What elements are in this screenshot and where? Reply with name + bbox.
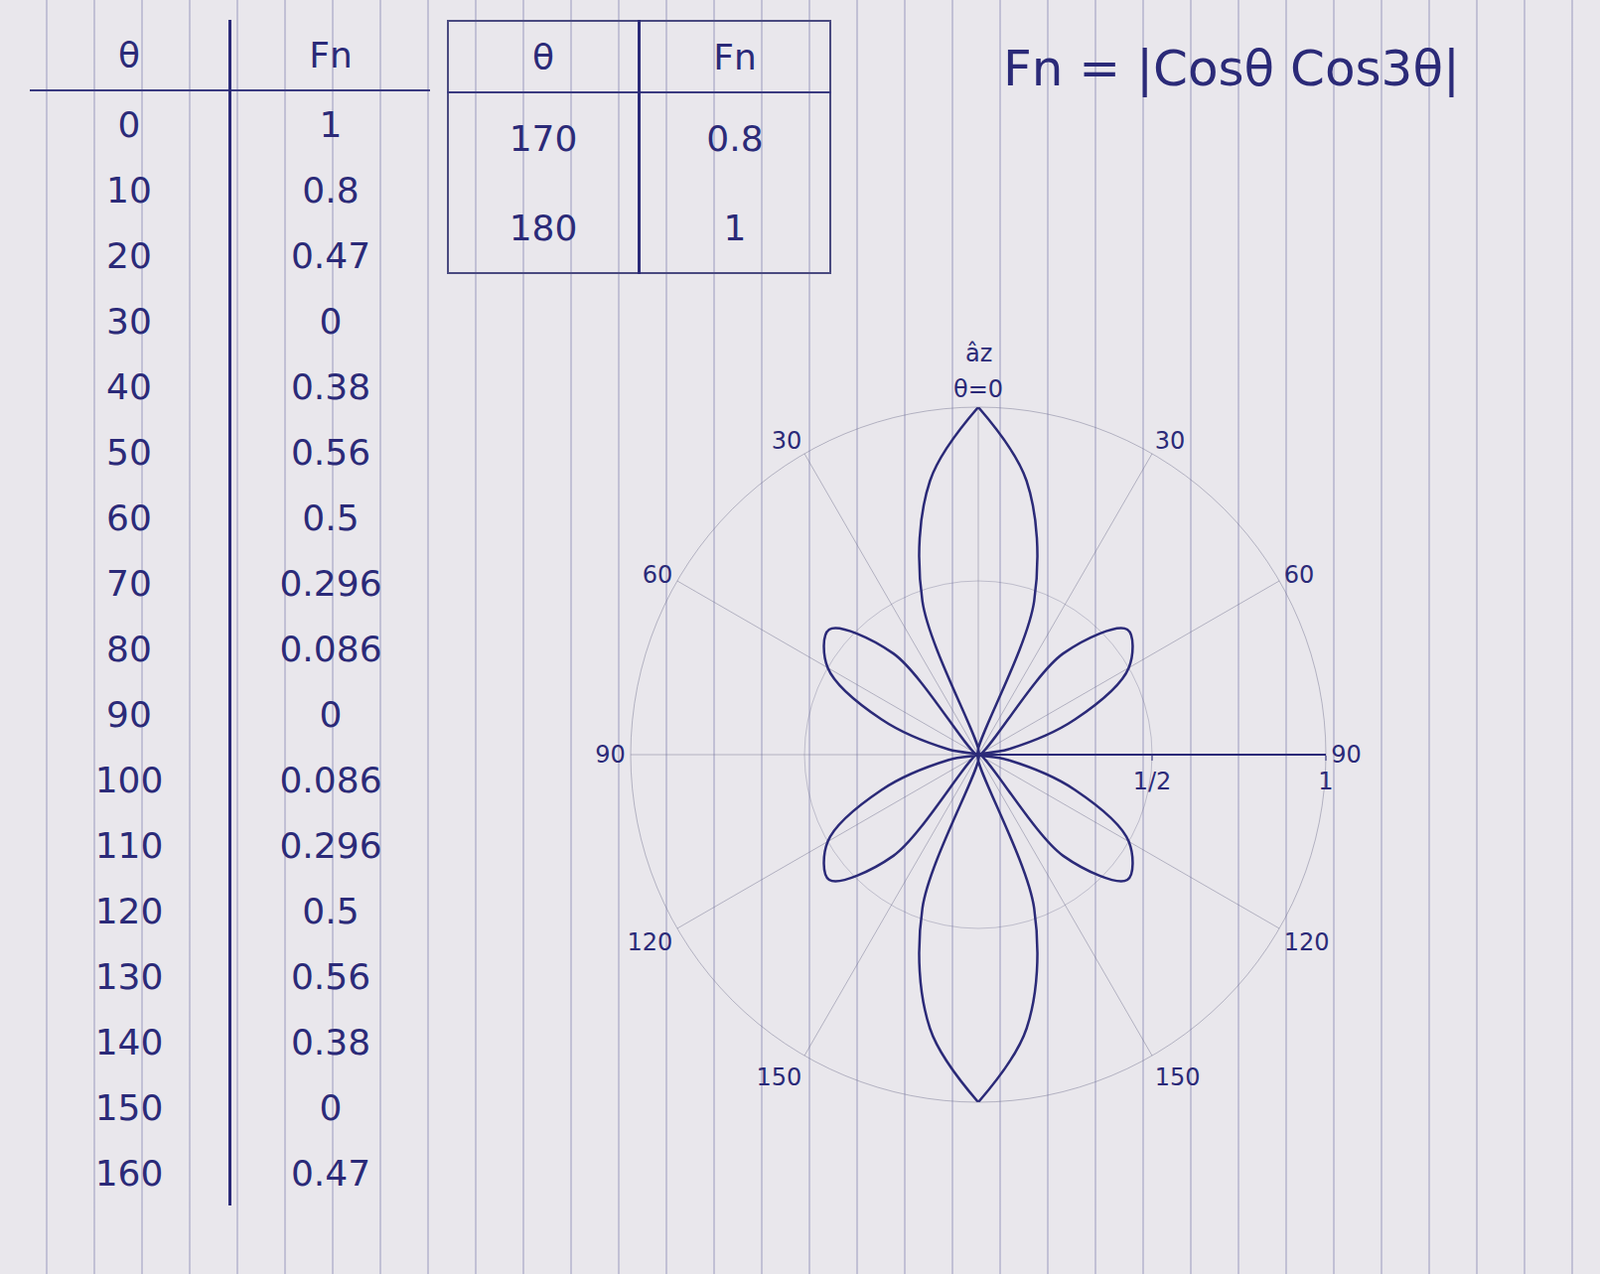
html-text:0.56: 0.56 [290,955,371,997]
html-text:50: 50 [106,431,152,473]
html-text:0.47: 0.47 [290,234,371,276]
html-text:θ: θ [532,36,555,77]
html-text:30: 30 [106,300,152,342]
svg-text:âz: âz [965,339,993,368]
html-text:1: 1 [319,103,343,145]
html-text:0.296: 0.296 [279,562,382,604]
html-text:40: 40 [106,365,152,407]
html-text:130: 130 [94,955,164,997]
html-text:80: 80 [106,628,152,669]
html-text:140: 140 [94,1021,164,1063]
svg-text:60: 60 [642,561,674,589]
html-text:0.38: 0.38 [290,365,371,407]
html-text:160: 160 [94,1152,164,1194]
html-text:0.8: 0.8 [302,169,360,211]
html-text:0.38: 0.38 [290,1021,371,1063]
svg-text:150: 150 [756,1063,803,1092]
html-text:150: 150 [94,1087,164,1128]
html-text:0.8: 0.8 [706,117,764,159]
svg-text:120: 120 [1284,928,1330,957]
html-text:Fn = |Cosθ Cos3θ|: Fn = |Cosθ Cos3θ| [1003,39,1460,98]
svg-text:60: 60 [1284,561,1315,589]
svg-text:120: 120 [626,928,673,957]
html-text:Fn: Fn [309,34,353,75]
html-text:θ: θ [118,34,141,75]
html-text:170: 170 [509,117,578,159]
html-text:70: 70 [106,562,152,604]
html-text:0: 0 [319,693,343,735]
html-text:60: 60 [106,497,152,538]
html-text:0.5: 0.5 [302,890,360,932]
svg-text:1: 1 [1317,767,1333,796]
html-text:110: 110 [94,824,164,866]
svg-text:θ=0: θ=0 [953,375,1004,404]
svg-text:90: 90 [1330,740,1362,769]
html-text:0.296: 0.296 [279,824,382,866]
html-text:0: 0 [319,300,343,342]
html-text:0.56: 0.56 [290,431,371,473]
html-text:0: 0 [319,1087,343,1128]
svg-text:30: 30 [771,427,803,455]
html-text:0.5: 0.5 [302,497,360,538]
svg-text:90: 90 [594,740,626,769]
html-text:0: 0 [117,103,141,145]
html-text:180: 180 [509,207,578,248]
svg-text:150: 150 [1155,1063,1201,1092]
html-text:0.086: 0.086 [279,628,382,669]
html-text:0.47: 0.47 [290,1152,371,1194]
html-text:0.086: 0.086 [279,759,382,800]
html-text:10: 10 [106,169,152,211]
html-text:1: 1 [723,207,747,248]
svg-text:1/2: 1/2 [1133,767,1172,796]
html-text:20: 20 [106,234,152,276]
html-text:100: 100 [94,759,164,800]
svg-text:30: 30 [1155,427,1186,455]
html-text:Fn: Fn [713,36,757,77]
html-text:120: 120 [94,890,164,932]
html-text:90: 90 [106,693,152,735]
